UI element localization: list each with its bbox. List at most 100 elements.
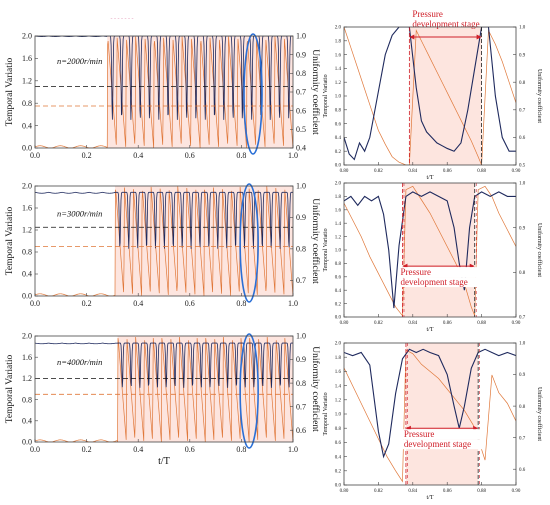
x-tick-label: 0.88 xyxy=(477,169,486,174)
x-tick-label: 0.0 xyxy=(30,445,40,454)
x-tick-label: 0.88 xyxy=(477,321,486,326)
x-tick-label: 0.88 xyxy=(477,489,486,494)
y2-tick-label: 0.7 xyxy=(519,108,526,113)
series-temporal-line xyxy=(344,185,516,317)
stage-label: development stage xyxy=(400,277,467,287)
y-tick-label: 1.6 xyxy=(335,53,342,58)
series-uniformity-line xyxy=(35,342,293,388)
y2-axis-label: Uniformity coefficient xyxy=(536,223,543,277)
y2-axis-label: Uniformity coefficient xyxy=(536,387,543,441)
y-tick-label: 1.4 xyxy=(335,384,342,389)
stage-band xyxy=(409,27,482,165)
panel-left-top: n=2000r/min 0.0 0.2 0.4 0.6 0.8 1.0 0.0 0.4 0.8 1.… xyxy=(5,32,321,160)
y2-tick-label: 0.9 xyxy=(296,355,306,364)
y2-tick-label: 0.9 xyxy=(296,213,306,222)
plot-area xyxy=(344,27,516,165)
series-temporal-line xyxy=(35,36,293,148)
x-tick-label: 0.86 xyxy=(443,169,452,174)
x-tick-label: 0.82 xyxy=(374,489,383,494)
y2-tick-label: 0.6 xyxy=(519,136,526,141)
y-tick-label: 0.4 xyxy=(335,455,342,460)
stage-label-bg xyxy=(402,439,483,450)
y-axis-label: Temporal Variatio xyxy=(5,354,15,423)
x-tick-label: 0.86 xyxy=(443,489,452,494)
y2-tick-label: 0.6 xyxy=(519,468,526,473)
plot-area xyxy=(344,185,516,317)
y-tick-label: 0.4 xyxy=(22,416,32,425)
x-axis-label: t/T xyxy=(158,456,170,467)
y-tick-label: 0.2 xyxy=(335,150,342,155)
y-tick-label: 1.2 xyxy=(22,76,32,85)
y-tick-label: 2.0 xyxy=(22,32,32,41)
y2-tick-label: 0.9 xyxy=(519,226,526,231)
stage-label: Pressure xyxy=(400,267,431,277)
series-uniformity-line xyxy=(344,348,516,459)
y2-tick-label: 0.8 xyxy=(519,81,526,86)
y-tick-label: 1.2 xyxy=(335,398,342,403)
y-tick-label: 1.0 xyxy=(335,95,342,100)
x-tick-label: 0.84 xyxy=(408,169,417,174)
y2-tick-label: 0.9 xyxy=(519,53,526,58)
plot-frame xyxy=(34,335,294,443)
y-tick-label: 0.8 xyxy=(22,395,32,404)
x-tick-label: 0.8 xyxy=(236,299,246,308)
y2-tick-label: 0.7 xyxy=(519,436,526,441)
y-tick-label: 1.6 xyxy=(22,204,32,213)
stage-label-bg xyxy=(399,267,480,278)
y-tick-label: 0.0 xyxy=(22,438,32,447)
y2-tick-label: 1.0 xyxy=(296,32,306,41)
x-tick-label: 0.86 xyxy=(443,321,452,326)
y2-tick-label: 0.9 xyxy=(519,373,526,378)
y-tick-label: 0.8 xyxy=(22,248,32,257)
x-tick-label: 0.2 xyxy=(82,151,92,160)
x-tick-label: 0.84 xyxy=(408,489,417,494)
x-tick-label: 0.90 xyxy=(512,169,521,174)
x-tick-label: 0.6 xyxy=(185,151,195,160)
plot-area xyxy=(35,186,293,296)
x-tick-label: 0.82 xyxy=(374,321,383,326)
y-tick-label: 2.0 xyxy=(22,182,32,191)
annotation-speed: n=4000r/min xyxy=(57,357,102,367)
stage-label: development stage xyxy=(404,439,471,449)
x-axis-label: t/T xyxy=(427,175,434,181)
y2-tick-label: 1.0 xyxy=(519,182,526,187)
y-tick-label: 1.8 xyxy=(335,39,342,44)
annotation-speed: n=3000r/min xyxy=(57,208,102,218)
y2-tick-label: 0.4 xyxy=(296,144,306,153)
y-tick-label: 0.6 xyxy=(335,122,342,127)
y-tick-label: 0.0 xyxy=(22,144,32,153)
y2-axis-label: Uniformity coefficient xyxy=(310,346,321,432)
y2-tick-label: 0.6 xyxy=(296,426,306,435)
y-axis-label: Temporal Variatio xyxy=(5,206,15,275)
stage-arrowhead-right xyxy=(476,34,482,40)
y2-tick-label: 1.0 xyxy=(519,26,526,31)
x-tick-label: 0.6 xyxy=(185,445,195,454)
x-tick-label: 0.90 xyxy=(512,489,521,494)
y2-tick-label: 1.0 xyxy=(296,182,306,191)
y-tick-label: 0.4 xyxy=(22,270,32,279)
y-tick-label: 0.0 xyxy=(335,484,342,489)
y2-tick-label: 0.7 xyxy=(296,402,306,411)
stage-band xyxy=(405,343,479,485)
x-axis-label: t/T xyxy=(427,327,434,333)
y-tick-label: 2.0 xyxy=(335,182,342,187)
y2-tick-label: 0.5 xyxy=(519,164,526,169)
caption-note: - - - - - - - xyxy=(111,16,134,22)
plot-area xyxy=(35,336,293,442)
y2-tick-label: 0.8 xyxy=(296,245,306,254)
x-tick-label: 0.4 xyxy=(133,151,143,160)
y2-tick-label: 0.9 xyxy=(296,50,306,59)
y-tick-label: 0.0 xyxy=(335,316,342,321)
y2-axis-label: Uniformity coefficient xyxy=(310,198,321,284)
highlight-ellipse xyxy=(239,183,259,303)
x-tick-label: 1.0 xyxy=(288,299,298,308)
series-temporal-line xyxy=(344,349,516,483)
y-tick-label: 1.6 xyxy=(22,353,32,362)
y-tick-label: 0.8 xyxy=(22,99,32,108)
y2-tick-label: 0.8 xyxy=(296,379,306,388)
x-tick-label: 0.4 xyxy=(133,299,143,308)
y-tick-label: 0.8 xyxy=(335,108,342,113)
x-tick-label: 0.0 xyxy=(30,299,40,308)
